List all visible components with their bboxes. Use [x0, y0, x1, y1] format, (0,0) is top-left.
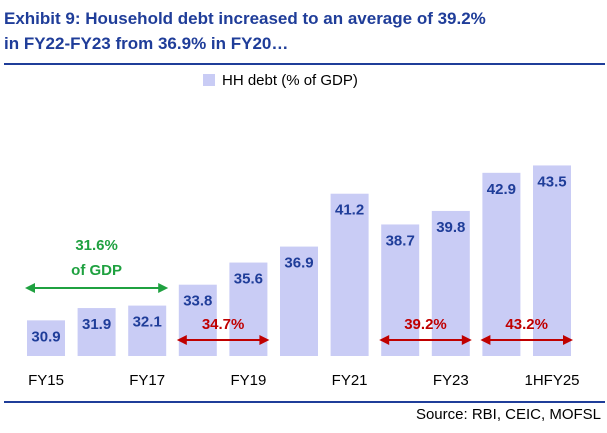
footer-divider: [4, 401, 605, 403]
value-label-fy23: 39.8: [436, 219, 465, 236]
value-label-fy18: 33.8: [183, 293, 212, 310]
bar-fy21: [330, 193, 369, 356]
value-label-1hfy25: 43.5: [537, 173, 566, 190]
x-tick-label-fy17: FY17: [129, 372, 165, 389]
avg-label-red-3: 43.2%: [505, 316, 548, 333]
value-label-fy16: 31.9: [82, 316, 111, 333]
bar-fy16: [77, 308, 116, 356]
avg-label-green-line-2: of GDP: [71, 262, 122, 279]
value-label-fy20: 36.9: [284, 255, 313, 272]
x-tick-label-fy21: FY21: [332, 372, 368, 389]
chart-title: Exhibit 9: Household debt increased to a…: [4, 6, 604, 56]
bar-1hfy25: [533, 165, 571, 356]
value-label-fy17: 32.1: [133, 314, 162, 331]
legend-swatch: [203, 74, 215, 86]
avg-arrow-red-3: [480, 335, 573, 345]
avg-arrow-red-1: [176, 335, 270, 345]
value-label-fy22: 38.7: [386, 232, 415, 249]
x-tick-label-fy15: FY15: [28, 372, 64, 389]
bar-fy15: [27, 320, 65, 356]
value-label-fy19: 35.6: [234, 271, 263, 288]
bar-fy22: [381, 224, 420, 356]
avg-label-red-1: 34.7%: [202, 316, 245, 333]
value-label-fy21: 41.2: [335, 202, 364, 219]
household-debt-bar-chart: HH debt (% of GDP) 30.9 31.9 32.1 33.8 35.6 36…: [25, 72, 580, 389]
value-label-fy15: 30.9: [31, 328, 60, 345]
avg-arrow-red-2: [379, 335, 472, 345]
bar-fy20: [280, 246, 318, 356]
avg-arrow-green: [25, 283, 169, 293]
avg-label-red-2: 39.2%: [404, 316, 447, 333]
source-note: Source: RBI, CEIC, MOFSL: [415, 406, 601, 423]
value-label-fy24: 42.9: [487, 181, 516, 198]
legend-label: HH debt (% of GDP): [222, 72, 358, 89]
bar-fy24: [482, 172, 521, 356]
chart-title-line-1: Exhibit 9: Household debt increased to a…: [4, 9, 486, 28]
chart-title-line-2: in FY22-FY23 from 36.9% in FY20…: [4, 34, 289, 53]
bar-fy23: [431, 210, 470, 356]
x-tick-label-fy23: FY23: [433, 372, 469, 389]
x-tick-label-fy19: FY19: [230, 372, 266, 389]
title-divider: [4, 63, 605, 65]
avg-label-green-line-1: 31.6%: [75, 237, 118, 254]
x-tick-label-1hfy25: 1HFY25: [524, 372, 579, 389]
bar-fy17: [128, 305, 167, 356]
